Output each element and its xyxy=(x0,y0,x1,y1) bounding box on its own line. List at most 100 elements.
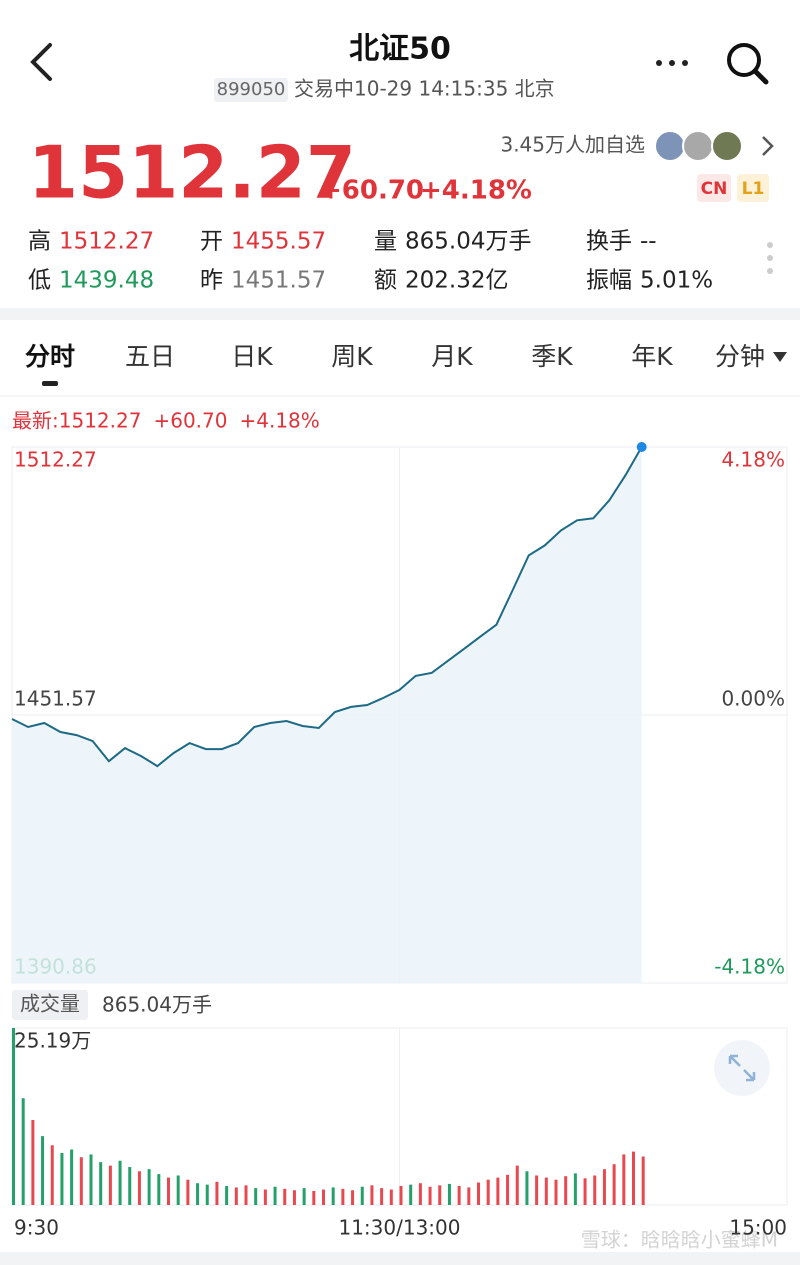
y-tick-label: 1512.27 xyxy=(14,448,97,472)
volume-bar xyxy=(50,1145,54,1205)
stat-value: 1439.48 xyxy=(59,268,154,294)
search-button[interactable] xyxy=(727,43,769,85)
volume-bar xyxy=(176,1175,180,1205)
stat-value: 202.32亿 xyxy=(405,268,508,294)
volume-bar xyxy=(380,1188,384,1205)
volume-bar xyxy=(447,1183,451,1205)
volume-bar xyxy=(506,1174,510,1205)
volume-bar xyxy=(215,1181,219,1205)
more-button[interactable] xyxy=(656,60,688,66)
volume-bar xyxy=(409,1184,413,1205)
expand-button[interactable] xyxy=(714,1040,770,1096)
tab[interactable]: 季K xyxy=(531,342,573,371)
tab[interactable]: 五日 xyxy=(125,342,175,371)
stat-label: 高 xyxy=(28,229,51,255)
title: 北证50 xyxy=(349,32,451,67)
volume-bar xyxy=(31,1119,35,1205)
stat-value: 865.04万手 xyxy=(405,229,531,255)
stat-label: 换手 xyxy=(586,229,632,255)
badge: CN xyxy=(701,179,728,199)
tabs: 分时 五日 日K 周K 月K 季K 年K 分钟 xyxy=(25,342,765,371)
y2-tick-label: -4.18% xyxy=(714,955,785,979)
volume-bar xyxy=(341,1188,345,1205)
tab[interactable]: 周K xyxy=(331,342,373,371)
volume-bar xyxy=(360,1186,364,1205)
y-tick-label: 1451.57 xyxy=(14,686,97,710)
stats-more[interactable] xyxy=(767,242,773,274)
stat-label: 量 xyxy=(374,229,397,255)
volume-bar xyxy=(496,1177,500,1205)
tab[interactable]: 日K xyxy=(231,342,273,371)
stat-value: 1451.57 xyxy=(231,268,326,294)
watermark: 雪球：晗晗晗小蜜蜂M xyxy=(581,1228,778,1252)
volume-bar xyxy=(254,1188,258,1205)
stat-label: 额 xyxy=(374,268,397,294)
volume-bar xyxy=(196,1183,200,1205)
back-button[interactable] xyxy=(30,43,52,81)
stat-value: 5.01% xyxy=(640,268,713,294)
volume-bar xyxy=(525,1171,529,1205)
volume-bar xyxy=(622,1154,626,1205)
volume-bar xyxy=(186,1179,190,1205)
stat-label: 昨 xyxy=(200,268,223,294)
latest-label: 最新: xyxy=(12,409,59,433)
volume-bar xyxy=(515,1165,519,1205)
volume-bar xyxy=(418,1183,422,1205)
volume-bar xyxy=(234,1187,238,1205)
volume-bar xyxy=(467,1187,471,1205)
latest-price: 1512.27 xyxy=(59,409,142,433)
stat-value: 1455.57 xyxy=(231,229,326,255)
x-tick-label: 15:00 xyxy=(729,1216,787,1240)
stats: 高 1512.27 开 1455.57 量 865.04万手 换手 -- 低 1439.48 昨 14… xyxy=(28,229,713,294)
y2-tick-label: 4.18% xyxy=(721,448,785,472)
volume-bar xyxy=(399,1186,403,1205)
volume-bar xyxy=(12,1028,15,1205)
volume-bar xyxy=(573,1173,577,1205)
volume-bar xyxy=(302,1188,306,1205)
tab[interactable]: 分时 xyxy=(25,342,75,371)
volume-bar xyxy=(535,1175,539,1205)
volume-bar xyxy=(641,1156,645,1205)
volume-bar xyxy=(60,1153,64,1205)
volume-bar xyxy=(225,1186,229,1205)
tab[interactable]: 分钟 xyxy=(715,342,765,371)
volume-bar xyxy=(137,1171,141,1205)
volume-bar xyxy=(632,1151,635,1205)
volume-bar xyxy=(147,1169,151,1205)
chevron[interactable] xyxy=(762,136,774,156)
y-tick-label: 25.19万 xyxy=(14,1029,91,1053)
followers[interactable]: 3.45万人加自选 xyxy=(500,133,645,157)
status: 交易中10-29 14:15:35 北京 xyxy=(294,77,555,101)
y2-tick-label: 0.00% xyxy=(721,687,785,711)
volume-bar xyxy=(389,1189,393,1205)
tab[interactable]: 年K xyxy=(631,342,673,371)
change: +60.70 xyxy=(320,176,424,206)
badge-box xyxy=(737,174,769,202)
dropdown-arrow[interactable] xyxy=(773,352,787,362)
volume-bar xyxy=(21,1098,25,1205)
volume-bar xyxy=(322,1189,325,1205)
stat-value: -- xyxy=(640,229,657,255)
volume-bar xyxy=(70,1149,74,1205)
volume-bar xyxy=(41,1136,45,1205)
last-point xyxy=(636,442,647,452)
percent: +4.18% xyxy=(420,176,532,206)
tab[interactable]: 月K xyxy=(431,342,473,371)
volume-bar xyxy=(244,1185,248,1205)
area xyxy=(12,447,642,983)
latest-percent: +4.18% xyxy=(239,409,319,433)
volume-bar xyxy=(263,1189,267,1205)
volume-bar xyxy=(157,1174,161,1205)
volume-bar xyxy=(602,1169,606,1205)
volume-bar xyxy=(89,1154,93,1205)
code-box xyxy=(214,78,288,102)
volume-bar xyxy=(167,1177,170,1205)
code: 899050 xyxy=(217,79,286,100)
volume-bar xyxy=(612,1164,616,1205)
stat-label: 低 xyxy=(28,268,51,294)
price-line xyxy=(11,446,643,768)
stat-value: 1512.27 xyxy=(59,229,154,255)
volume-bar xyxy=(108,1165,112,1205)
separator xyxy=(0,308,800,320)
